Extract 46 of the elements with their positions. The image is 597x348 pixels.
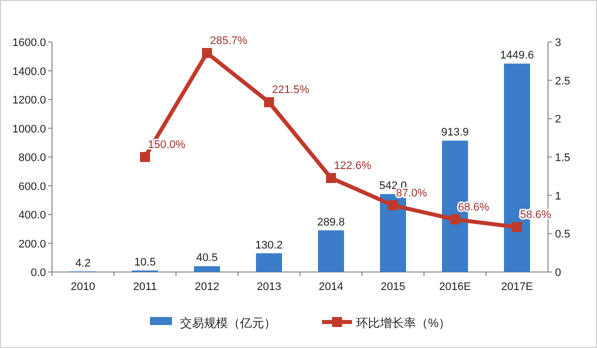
data-label: 4.2 <box>75 257 91 270</box>
y-tick-label: 600.0 <box>18 180 46 193</box>
point <box>450 214 460 224</box>
legend-label: 环比增长率（%） <box>356 316 451 330</box>
y-tick-label: 200.0 <box>18 238 46 250</box>
x-tick-label: 2014 <box>318 281 344 293</box>
x-tick-label: 2015 <box>380 281 406 293</box>
y-tick-label: 0.0 <box>30 267 46 279</box>
y-tick-label: 1400.0 <box>12 66 46 78</box>
point <box>326 173 336 184</box>
y2-tick-label: 0 <box>555 267 562 279</box>
x-tick-label: 2013 <box>256 281 282 293</box>
y-tick-label: 1200.0 <box>12 94 46 106</box>
point <box>388 200 398 210</box>
x-tick-label: 2010 <box>70 281 96 293</box>
bar <box>318 230 344 272</box>
y2-tick-label: 1.5 <box>555 152 570 164</box>
point <box>512 222 522 232</box>
point <box>264 97 274 108</box>
x-tick-label: 2016E <box>439 281 471 293</box>
bar <box>256 253 282 272</box>
data-label: 289.8 <box>317 216 345 228</box>
y2-tick-label: 2.5 <box>555 75 570 88</box>
data-label: 130.2 <box>255 239 283 252</box>
y2-tick-label: 0.5 <box>555 228 570 241</box>
y2-tick-label: 1 <box>555 190 562 202</box>
y-tick-label: 400.0 <box>18 210 46 222</box>
data-label: 221.5% <box>272 84 310 96</box>
bar <box>194 266 220 272</box>
y-tick-label: 1600.0 <box>12 37 46 49</box>
point <box>140 152 150 162</box>
point <box>202 48 212 58</box>
x-tick-label: 2011 <box>133 281 157 293</box>
data-label: 913.9 <box>441 126 469 139</box>
legend-label: 交易规模（亿元） <box>180 316 276 330</box>
data-label: 122.6% <box>334 160 372 172</box>
y2-tick-label: 3 <box>555 37 562 49</box>
x-tick-label: 2012 <box>194 281 220 293</box>
x-tick-label: 2017E <box>501 281 533 293</box>
y2-tick-label: 2 <box>555 114 562 126</box>
y-tick-label: 1000.0 <box>12 123 46 136</box>
data-label: 40.5 <box>196 252 218 264</box>
data-label: 285.7% <box>210 34 248 47</box>
y-tick-label: 800.0 <box>18 152 46 164</box>
data-label: 1449.6 <box>500 50 534 62</box>
data-label: 10.5 <box>134 256 156 268</box>
